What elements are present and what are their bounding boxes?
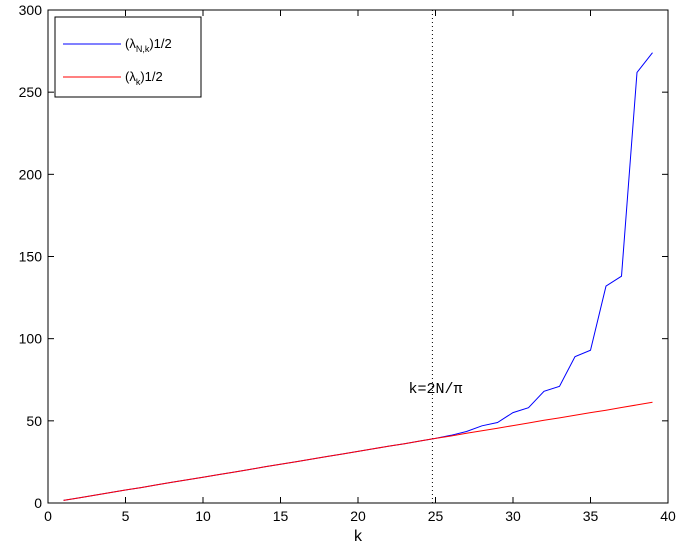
y-tick-label: 100 xyxy=(19,331,43,347)
x-tick-label: 40 xyxy=(660,508,676,524)
x-tick-label: 20 xyxy=(350,508,366,524)
x-tick-label: 35 xyxy=(583,508,599,524)
legend: (λN,k)1/2 (λk)1/2 xyxy=(54,16,202,98)
x-tick-label: 0 xyxy=(44,508,52,524)
annotation-label: k=2N/π xyxy=(408,381,462,398)
y-tick-label: 300 xyxy=(19,2,43,18)
x-tick-label: 15 xyxy=(273,508,289,524)
y-tick-label: 250 xyxy=(19,84,43,100)
legend-box xyxy=(54,16,202,98)
legend-entry-1: (λk)1/2 xyxy=(125,69,163,87)
y-tick-label: 0 xyxy=(34,495,42,511)
x-tick-label: 10 xyxy=(195,508,211,524)
y-tick-label: 200 xyxy=(19,166,43,182)
x-tick-label: 5 xyxy=(122,508,130,524)
series-line-1 xyxy=(63,401,653,501)
x-tick-label: 25 xyxy=(428,508,444,524)
axis-ticks: 0 5 10 15 20 25 30 35 40 0 50 100 150 200 250 300 xyxy=(19,2,676,524)
y-tick-label: 50 xyxy=(26,413,42,429)
legend-entry-0: (λN,k)1/2 xyxy=(125,36,172,54)
series-group xyxy=(63,52,653,501)
y-tick-label: 150 xyxy=(19,249,43,265)
x-axis-label: k xyxy=(354,528,363,545)
x-tick-label: 30 xyxy=(505,508,521,524)
